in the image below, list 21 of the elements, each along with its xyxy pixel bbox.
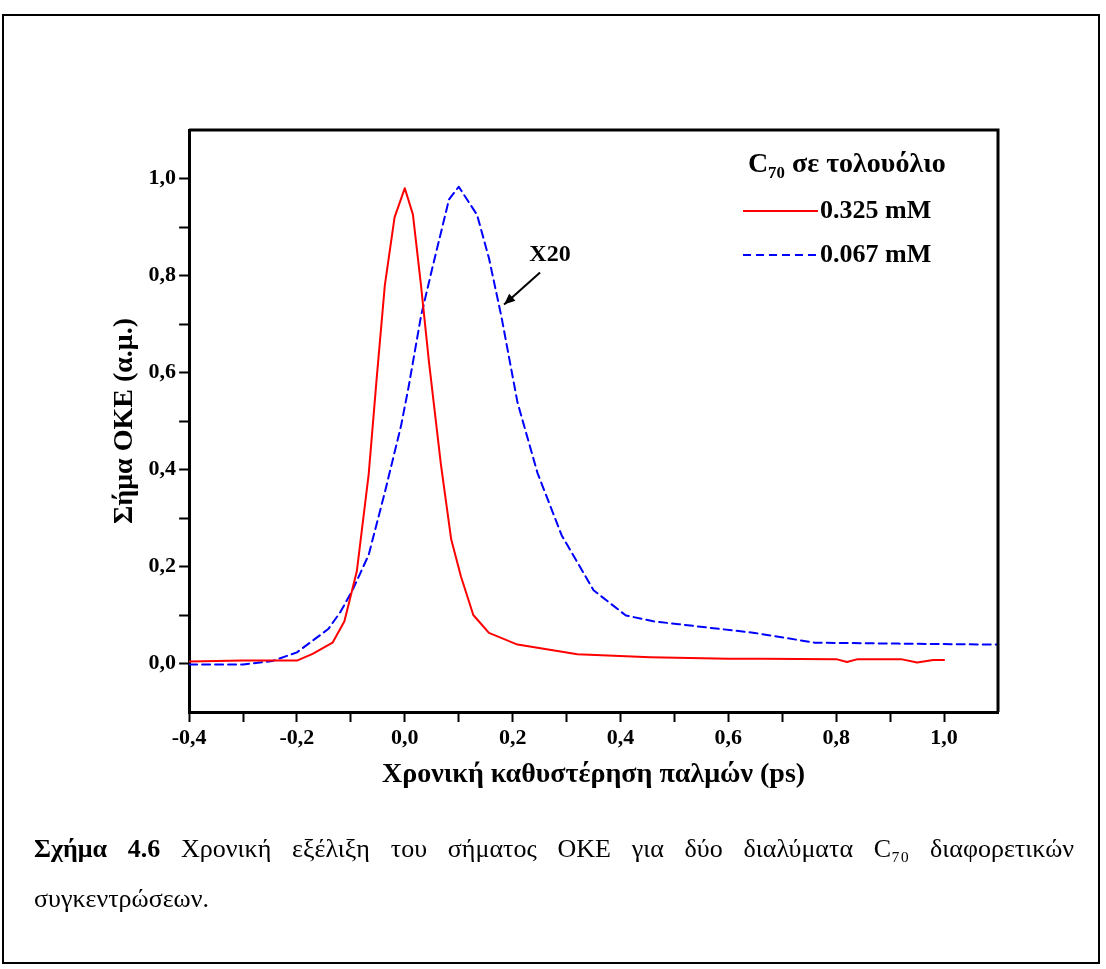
y-tick-label: 1,0 (148, 164, 177, 190)
legend-title: C₇₀ σε τολουόλιο (748, 147, 946, 179)
y-axis-title: Σήμα OKE (α.μ.) (107, 317, 139, 525)
legend-label: 0.067 mM (820, 238, 932, 268)
y-tick-label: 0,2 (148, 552, 177, 578)
x-tick-label: 0,0 (391, 723, 419, 749)
x-tick-label: 0,2 (498, 723, 527, 749)
annotation: X20 (529, 239, 571, 266)
y-tick-label: 0,8 (148, 261, 177, 287)
x-tick-label: 1,0 (930, 723, 958, 749)
y-tick-label: 0,0 (148, 649, 177, 675)
x-tick-label: -0,4 (171, 723, 207, 749)
y-tick-label: 0,4 (148, 455, 177, 481)
y-tick-label: 0,6 (148, 358, 177, 384)
x-tick-label: 0,6 (714, 723, 743, 749)
x-tick-label: -0,2 (279, 723, 315, 749)
text: Σχήμα 4.6 Χρονική εξέλιξη του σήματος OKE για δύο διαλύματα C₇₀ διαφορετικών συγκεντρώσεων. (34, 833, 1075, 915)
x-tick-label: 0,4 (606, 723, 635, 749)
x-axis-title: Χρονική καθυστέρηση παλμών (ps) (381, 757, 806, 789)
x-tick-label: 0,8 (822, 723, 850, 749)
legend-label: 0.325 mM (820, 194, 932, 224)
